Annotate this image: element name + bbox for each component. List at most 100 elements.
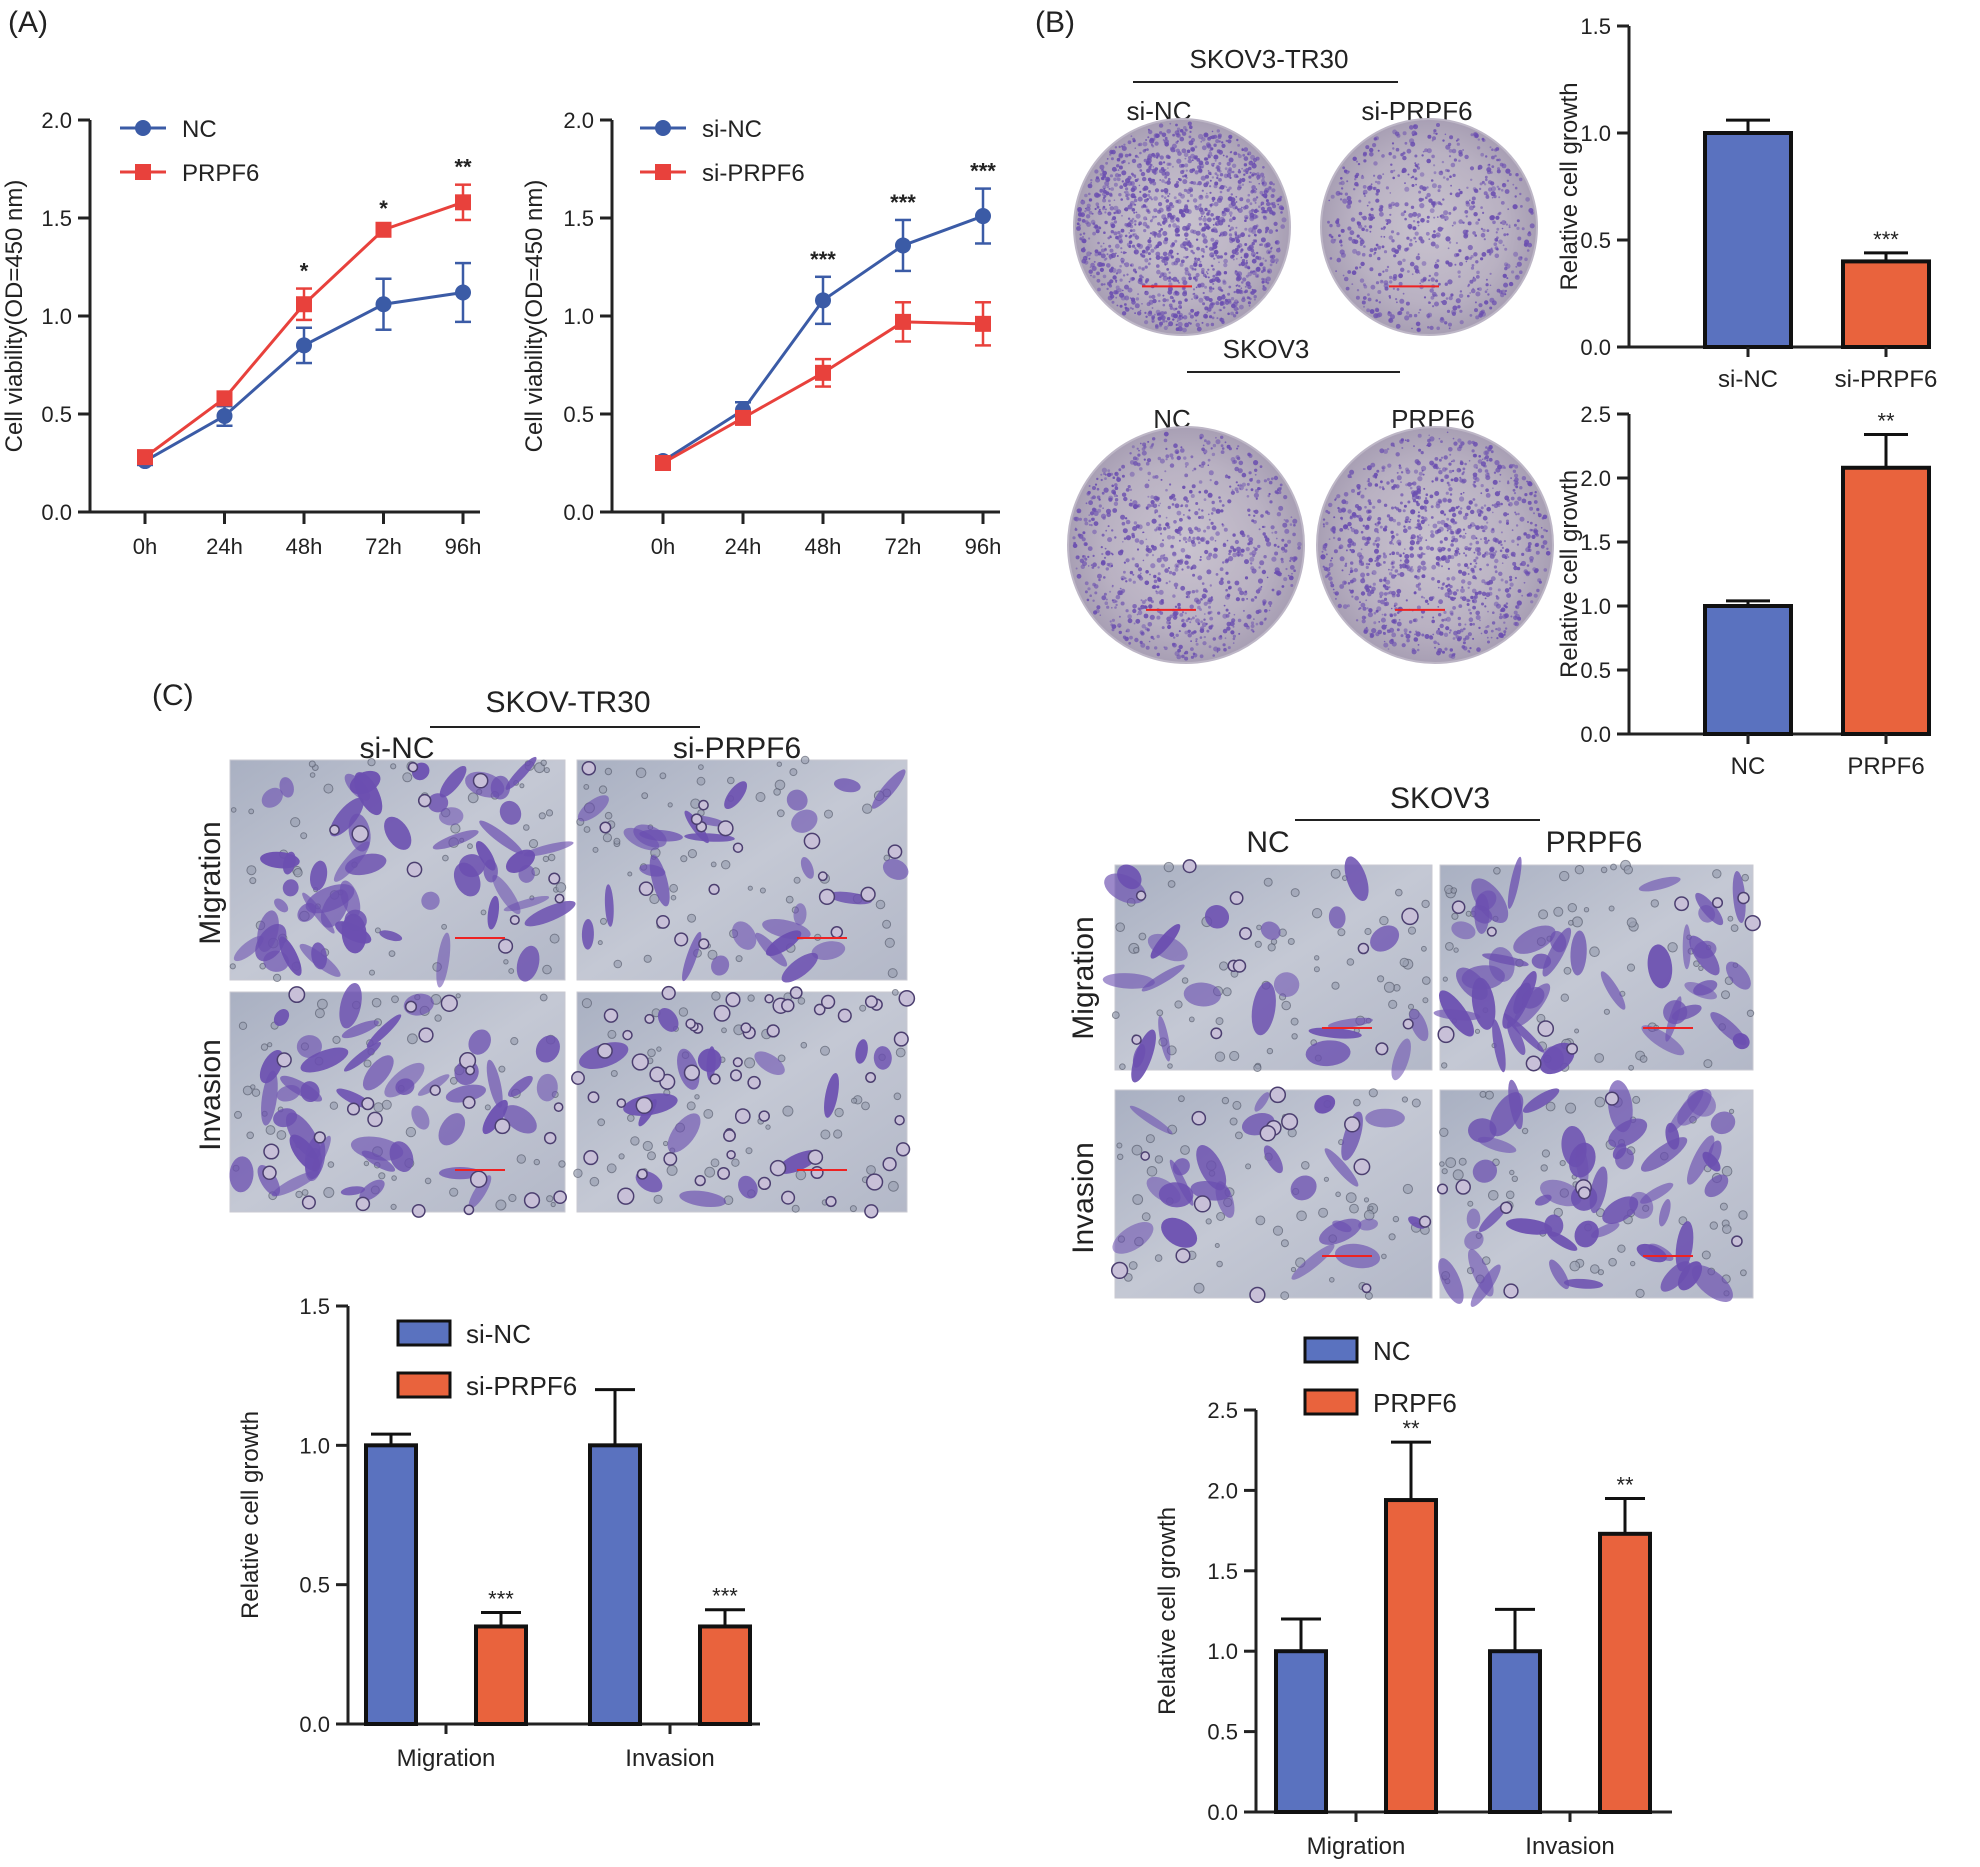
colony xyxy=(1215,139,1220,144)
stained-cell xyxy=(233,935,264,962)
round-cell xyxy=(708,883,720,896)
colony xyxy=(1370,462,1376,468)
colony xyxy=(1372,542,1376,546)
colony xyxy=(1356,234,1360,238)
colony xyxy=(1368,215,1374,221)
data-point-si-PRPF6 xyxy=(815,364,831,381)
colony xyxy=(1494,570,1498,574)
colony xyxy=(1131,244,1136,248)
colony xyxy=(1166,255,1170,260)
round-cell xyxy=(571,1071,585,1085)
colony xyxy=(1240,256,1243,259)
colony xyxy=(1521,227,1525,231)
colony xyxy=(1174,291,1180,296)
colony xyxy=(1179,163,1183,168)
colony xyxy=(1253,514,1256,517)
membrane-pore xyxy=(484,1104,491,1111)
membrane-pore xyxy=(642,1140,653,1152)
colony xyxy=(1251,258,1257,264)
colony xyxy=(1145,521,1151,527)
colony xyxy=(1112,275,1117,280)
colony xyxy=(1123,561,1126,564)
colony xyxy=(1454,263,1457,266)
membrane-pore xyxy=(607,1029,617,1039)
colony xyxy=(1178,208,1182,212)
stained-cell xyxy=(300,1081,320,1103)
colony xyxy=(1476,467,1478,469)
colony xyxy=(1209,479,1212,482)
colony xyxy=(1502,244,1505,247)
colony xyxy=(1163,311,1167,315)
colony xyxy=(1113,182,1118,187)
colony xyxy=(1230,545,1234,550)
colony xyxy=(1260,172,1265,177)
colony xyxy=(1169,614,1174,619)
colony xyxy=(1459,476,1462,479)
colony xyxy=(1268,492,1271,496)
colony xyxy=(1388,235,1394,240)
colony xyxy=(1360,602,1366,608)
colony xyxy=(1211,154,1213,157)
colony xyxy=(1328,502,1333,508)
colony xyxy=(1431,577,1435,581)
colony xyxy=(1237,278,1240,281)
colony xyxy=(1254,473,1257,476)
colony xyxy=(1225,608,1229,612)
colony xyxy=(1077,217,1082,222)
colony xyxy=(1519,270,1523,275)
colony xyxy=(1362,524,1366,527)
colony xyxy=(1469,611,1472,615)
y-tick-label: 0.0 xyxy=(1580,722,1611,747)
colony xyxy=(1248,471,1252,475)
colony xyxy=(1156,269,1161,275)
colony xyxy=(1457,270,1461,274)
colony xyxy=(1165,458,1168,461)
colony xyxy=(1243,156,1249,161)
colony xyxy=(1138,221,1142,225)
colony xyxy=(1354,174,1359,179)
colony xyxy=(1458,261,1464,267)
colony xyxy=(1529,223,1535,229)
round-cell xyxy=(494,1118,511,1135)
y-axis-title: Relative cell growth xyxy=(1556,82,1583,290)
y-tick-label: 1.0 xyxy=(1580,594,1611,619)
colony xyxy=(1275,537,1278,540)
membrane-pore xyxy=(363,1059,372,1068)
round-cell xyxy=(757,1176,772,1191)
colony xyxy=(1124,251,1127,254)
colony xyxy=(1497,541,1501,545)
colony xyxy=(1166,162,1170,166)
colony xyxy=(1176,565,1178,568)
colony xyxy=(1422,473,1425,476)
colony xyxy=(1363,194,1366,198)
colony xyxy=(1128,578,1132,582)
colony xyxy=(1110,187,1114,191)
x-tick-label: Invasion xyxy=(1525,1833,1614,1860)
colony xyxy=(1419,282,1422,285)
colony xyxy=(1180,243,1185,249)
colony xyxy=(1475,477,1480,482)
colony xyxy=(1238,154,1242,159)
colony xyxy=(1369,230,1372,233)
round-cell xyxy=(617,1187,635,1205)
colony xyxy=(1456,589,1459,592)
colony xyxy=(1255,497,1258,500)
colony xyxy=(1201,255,1205,258)
colony xyxy=(1215,254,1217,257)
colony xyxy=(1445,584,1449,588)
colony xyxy=(1197,181,1202,186)
colony xyxy=(1375,536,1381,542)
colony xyxy=(1434,301,1439,307)
colony xyxy=(1195,286,1198,289)
colony xyxy=(1374,539,1377,543)
colony xyxy=(1347,528,1350,531)
round-cell xyxy=(367,1111,383,1128)
colony xyxy=(1373,313,1379,319)
colony xyxy=(1128,245,1132,248)
colony xyxy=(1215,439,1221,445)
colony xyxy=(1413,445,1415,448)
colony xyxy=(1172,571,1176,576)
colony xyxy=(1492,220,1496,225)
stained-cell xyxy=(781,952,819,983)
